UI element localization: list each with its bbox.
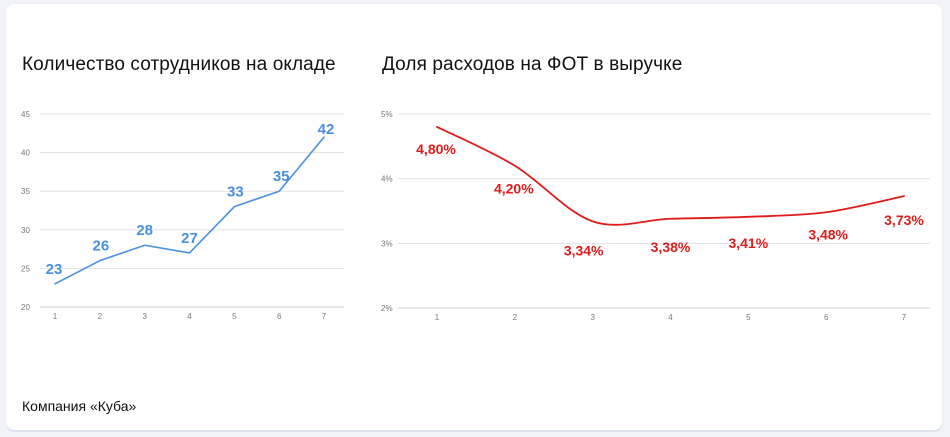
dashboard-card: [6, 4, 942, 430]
x-tick-label: 2: [513, 313, 518, 322]
data-label: 35: [273, 168, 290, 185]
x-tick-label: 4: [187, 312, 192, 321]
data-label: 4,20%: [494, 181, 534, 197]
data-label: 3,41%: [728, 235, 768, 251]
data-label: 3,73%: [884, 212, 924, 228]
x-tick-label: 7: [322, 312, 327, 321]
y-tick-label: 3%: [381, 239, 393, 248]
y-tick-label: 40: [21, 149, 30, 158]
data-label: 26: [92, 238, 109, 255]
x-tick-label: 3: [590, 313, 595, 322]
y-tick-label: 20: [21, 303, 30, 312]
data-label: 42: [318, 121, 335, 138]
x-tick-label: 1: [435, 313, 440, 322]
x-tick-label: 1: [53, 312, 58, 321]
x-tick-label: 6: [824, 313, 829, 322]
data-label: 28: [136, 222, 153, 239]
company-caption: Компания «Куба»: [22, 398, 137, 414]
data-label: 33: [227, 184, 244, 201]
y-tick-label: 35: [21, 187, 30, 196]
y-tick-label: 4%: [381, 175, 393, 184]
y-tick-label: 5%: [381, 110, 393, 119]
data-label: 3,48%: [808, 226, 848, 242]
data-label: 3,38%: [651, 239, 691, 255]
x-tick-label: 6: [277, 312, 282, 321]
x-tick-label: 7: [902, 313, 907, 322]
y-tick-label: 45: [21, 110, 30, 119]
x-tick-label: 5: [746, 313, 751, 322]
x-tick-label: 3: [142, 312, 147, 321]
y-tick-label: 25: [21, 264, 30, 273]
data-label: 4,80%: [416, 141, 456, 157]
series-line: [54, 136, 325, 285]
x-tick-label: 4: [668, 313, 673, 322]
data-label: 23: [46, 261, 63, 278]
y-tick-label: 30: [21, 226, 30, 235]
payroll-share-chart-title: Доля расходов на ФОТ в выручке: [382, 54, 683, 75]
y-tick-label: 2%: [381, 304, 393, 313]
data-label: 27: [181, 230, 198, 247]
x-tick-label: 5: [232, 312, 237, 321]
employees-chart-title: Количество сотрудников на окладе: [22, 54, 336, 75]
data-label: 3,34%: [564, 242, 604, 258]
x-tick-label: 2: [98, 312, 103, 321]
series-line: [436, 126, 905, 226]
